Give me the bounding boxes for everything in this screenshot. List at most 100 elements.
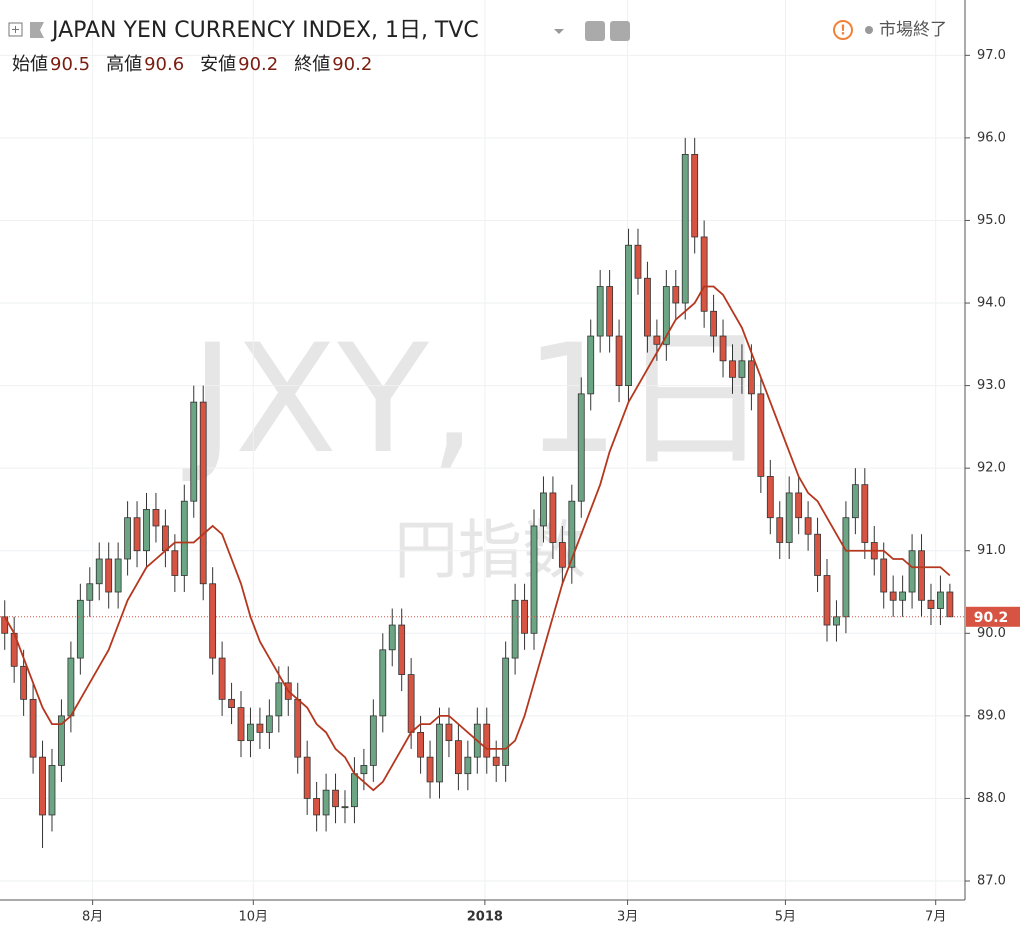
candle-body xyxy=(417,731,424,758)
watermark-sub: 円指数 xyxy=(394,515,586,589)
x-tick-label: 10月 xyxy=(239,910,269,925)
settings-icon[interactable] xyxy=(610,21,630,41)
watermark: JXY, 1日 xyxy=(182,313,769,487)
candle-body xyxy=(596,286,604,337)
candle-body xyxy=(795,492,803,519)
candle-body xyxy=(228,698,235,709)
candle-body xyxy=(606,286,614,337)
candle-body xyxy=(804,517,812,535)
candle-body xyxy=(719,335,727,362)
candle-body xyxy=(275,682,283,717)
candle-body xyxy=(842,517,850,618)
expand-icon-plus xyxy=(12,26,19,33)
candle-body xyxy=(171,550,179,576)
candle-body xyxy=(672,286,680,304)
candle-body xyxy=(502,657,510,766)
candle-body xyxy=(511,599,519,659)
ohlc-label: 始値 xyxy=(12,54,48,75)
candle-body xyxy=(889,591,897,601)
candle-body xyxy=(823,575,831,626)
candle-body xyxy=(634,244,642,279)
candle-body xyxy=(691,154,699,238)
candle-body xyxy=(861,484,869,543)
candle-body xyxy=(398,624,406,675)
y-tick-label: 94.0 xyxy=(977,296,1006,311)
candle-body xyxy=(322,789,330,816)
market-status: 市場終了 xyxy=(879,20,947,40)
candle-body xyxy=(20,665,28,700)
candle-body xyxy=(436,723,443,783)
candle-body xyxy=(256,723,264,733)
ohlc-value: 90.5 xyxy=(50,54,90,75)
x-tick-label: 7月 xyxy=(925,910,946,925)
candle-body xyxy=(265,715,273,733)
candle-body xyxy=(143,509,150,552)
candle-body xyxy=(39,756,46,816)
candle-body xyxy=(492,756,500,766)
y-tick-label: 89.0 xyxy=(977,708,1006,723)
candle-body xyxy=(625,244,632,386)
y-tick-label: 91.0 xyxy=(977,543,1006,558)
candle-body xyxy=(95,558,103,585)
candle-body xyxy=(615,335,623,386)
y-tick-label: 97.0 xyxy=(977,48,1006,63)
candle-body xyxy=(644,277,651,337)
candle-body xyxy=(124,517,131,560)
candle-body xyxy=(388,624,396,651)
candle-body xyxy=(540,492,547,527)
candle-body xyxy=(294,698,302,758)
ohlc-value: 90.6 xyxy=(144,54,184,75)
ohlc-label: 安値 xyxy=(200,54,236,75)
candle-body xyxy=(814,533,821,576)
last-price-box xyxy=(966,606,1020,627)
watermark-group: JXY, 1日 円指数 xyxy=(182,313,769,589)
candle-body xyxy=(341,806,349,809)
candle-body xyxy=(880,558,888,593)
y-tick-label: 87.0 xyxy=(977,874,1006,889)
candle-body xyxy=(681,154,689,304)
candle-body xyxy=(180,500,188,576)
candle-body xyxy=(549,492,557,543)
candle-body xyxy=(757,393,765,477)
ohlc-label: 終値 xyxy=(294,54,330,75)
candle-body xyxy=(209,583,217,659)
candle-body xyxy=(454,740,462,775)
header: JAPAN YEN CURRENCY INDEX, 1日, TVC ! 市場終了… xyxy=(8,18,947,75)
axes-group: 87.0 88.0 89.0 90.0 91.0 92.0 93.0 94.0 95.0 96.0… xyxy=(82,48,1020,925)
candle-body xyxy=(558,542,566,568)
candle-body xyxy=(190,401,198,502)
eye-icon[interactable] xyxy=(585,21,605,41)
last-price-label: 90.2 xyxy=(974,610,1009,626)
candle-body xyxy=(738,360,746,378)
candle-body xyxy=(360,765,368,775)
y-tick-label: 96.0 xyxy=(977,130,1006,145)
x-tick-label: 3月 xyxy=(617,910,638,925)
candle-body xyxy=(700,236,708,312)
candle-body xyxy=(483,723,491,758)
status-dot xyxy=(865,26,873,34)
candle-body xyxy=(530,525,538,634)
candle-body xyxy=(162,525,169,552)
candle-body xyxy=(766,476,774,519)
ohlc-label: 高値 xyxy=(106,54,142,75)
dropdown-icon[interactable] xyxy=(554,29,564,34)
expand-icon[interactable] xyxy=(8,22,23,37)
candle-body xyxy=(851,484,859,519)
candle-body xyxy=(908,550,916,593)
x-tick-label: 8月 xyxy=(82,910,103,925)
candle-body xyxy=(105,558,113,593)
alert-mark: ! xyxy=(840,24,846,39)
ohlc-value: 90.2 xyxy=(238,54,278,75)
candle-body xyxy=(237,707,245,742)
alert-icon[interactable] xyxy=(833,20,853,40)
candle-body xyxy=(247,723,254,742)
x-tick-label: 2018 xyxy=(467,910,503,925)
flag-icon[interactable] xyxy=(30,22,44,38)
candle-body xyxy=(568,500,576,568)
candle-body xyxy=(76,599,84,659)
candle-body xyxy=(379,649,387,717)
candle-body xyxy=(303,756,311,799)
x-tick-label: 5月 xyxy=(775,910,796,925)
candle-body xyxy=(58,715,65,766)
